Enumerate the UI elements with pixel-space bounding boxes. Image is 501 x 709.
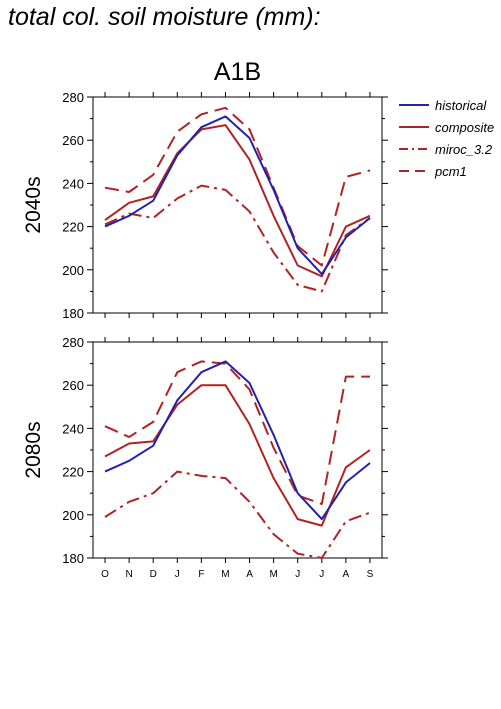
legend-label-pcm1: pcm1 [434, 164, 467, 179]
legend-label-composite: composite [435, 120, 494, 135]
y-tick-label: 220 [62, 220, 84, 235]
y-tick-label: 200 [62, 263, 84, 278]
y-tick-label: 200 [62, 508, 84, 523]
y-tick-label: 280 [62, 335, 84, 350]
figure-title: total col. soil moisture (mm): [8, 3, 321, 31]
y-tick-label: 240 [62, 421, 84, 436]
y-tick-label: 180 [62, 551, 84, 566]
x-tick-label: J [319, 569, 324, 580]
panel-label-2080s: 2080s [22, 421, 45, 478]
x-tick-label: D [150, 569, 157, 580]
x-tick-label: M [221, 569, 229, 580]
x-tick-label: F [198, 569, 204, 580]
series-line-historical-2080s [104, 360, 371, 521]
series-line-miroc-3-2-2080s [104, 470, 371, 559]
y-tick-label: 240 [62, 176, 84, 191]
x-tick-label: A [246, 569, 253, 580]
series-line-historical-2040s [104, 115, 371, 276]
y-tick-label: 220 [62, 465, 84, 480]
x-tick-label: O [101, 569, 109, 580]
series-line-pcm1-2040s [104, 106, 371, 267]
x-tick-label: N [126, 569, 133, 580]
y-tick-label: 180 [62, 306, 84, 321]
plot-frame-2080s [92, 341, 383, 559]
legend-label-historical: historical [435, 98, 487, 113]
series-line-miroc-3-2-2040s [104, 184, 371, 293]
x-tick-label: S [367, 569, 374, 580]
y-tick-label: 260 [62, 133, 84, 148]
x-tick-label: J [295, 569, 300, 580]
x-tick-label: M [269, 569, 277, 580]
series-line-pcm1-2080s [104, 360, 370, 505]
x-tick-label: A [343, 569, 350, 580]
y-tick-label: 280 [62, 90, 84, 105]
y-tick-label: 260 [62, 378, 84, 393]
series-line-composite-2080s [104, 384, 371, 527]
scenario-label: A1B [214, 58, 261, 86]
legend-label-miroc-3-2: miroc_3.2 [435, 142, 493, 157]
x-tick-label: J [175, 569, 180, 580]
panel-label-2040s: 2040s [22, 176, 45, 233]
